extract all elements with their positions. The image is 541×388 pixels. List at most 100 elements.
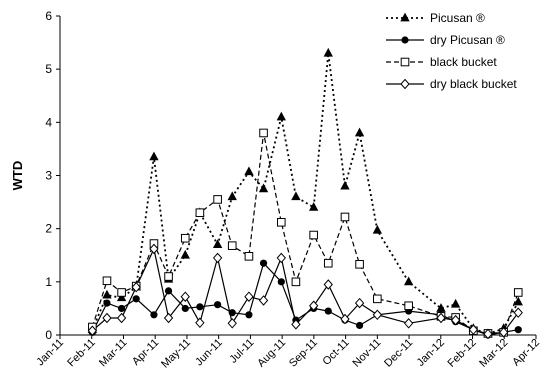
series-0-point bbox=[258, 183, 269, 193]
x-tick-label: Feb-12 bbox=[446, 337, 479, 370]
x-tick-label: Oct-11 bbox=[320, 337, 351, 368]
series-0-point bbox=[291, 191, 301, 201]
x-tick-label: Mar-12 bbox=[477, 337, 510, 370]
x-tick-label: Apr-11 bbox=[130, 337, 161, 368]
series-3-point bbox=[308, 300, 319, 312]
x-tick-label: Jan-12 bbox=[415, 337, 447, 369]
series-2-point bbox=[117, 288, 126, 297]
x-tick-label: Sep-11 bbox=[287, 337, 320, 370]
series-3-point bbox=[340, 313, 350, 325]
series-1-point bbox=[181, 304, 189, 313]
series-2-point bbox=[355, 259, 364, 269]
series-1-point bbox=[228, 309, 236, 317]
series-1-point bbox=[164, 287, 173, 295]
series-1-point bbox=[355, 321, 364, 330]
series-3-point bbox=[180, 291, 190, 302]
y-tick-label: 0 bbox=[45, 328, 52, 342]
series-3-point bbox=[116, 312, 127, 324]
legend-marker-3 bbox=[400, 78, 410, 90]
y-axis-label: WTD bbox=[10, 161, 25, 191]
series-1-point bbox=[196, 303, 204, 311]
series-3-point bbox=[513, 307, 523, 318]
series-0-point bbox=[513, 296, 523, 306]
series-2-point bbox=[180, 233, 190, 243]
series-markers bbox=[87, 47, 523, 340]
series-2-point bbox=[340, 212, 350, 222]
series-3-point bbox=[323, 279, 333, 290]
series-1-point bbox=[117, 304, 126, 313]
series-0-point bbox=[403, 276, 414, 286]
series-1-point bbox=[132, 295, 140, 303]
y-tick-label: 5 bbox=[45, 62, 52, 76]
series-0-point bbox=[372, 224, 383, 234]
series-0-point bbox=[244, 166, 254, 176]
series-0-point bbox=[340, 180, 350, 190]
series-1-point bbox=[277, 278, 285, 286]
series-3-point bbox=[403, 318, 414, 329]
series-3-point bbox=[87, 325, 98, 336]
series-3-point bbox=[498, 327, 509, 338]
y-tick-label: 4 bbox=[45, 115, 52, 129]
x-tick-label: May-11 bbox=[159, 337, 193, 371]
series-2-point bbox=[404, 301, 413, 311]
series-1-point bbox=[324, 307, 332, 315]
series-0-point bbox=[308, 202, 319, 211]
series-2-point bbox=[227, 241, 237, 250]
x-tick-label: Dec-11 bbox=[382, 337, 415, 370]
series-0-point bbox=[354, 127, 365, 137]
legend: Picusan ® dry Picusan ® black bucket dry bl… bbox=[386, 11, 517, 91]
series-2-point bbox=[309, 230, 318, 240]
series-2-point bbox=[195, 208, 205, 218]
series-3-point bbox=[244, 291, 254, 302]
x-tick-label: Nov-11 bbox=[350, 337, 383, 370]
series-1-point bbox=[259, 259, 268, 267]
series-2-point bbox=[164, 272, 173, 281]
legend-label-2: black bucket bbox=[430, 55, 497, 69]
series-2-point bbox=[323, 258, 333, 268]
series-0-point bbox=[227, 191, 237, 201]
series-0-point bbox=[102, 289, 112, 299]
legend-marker-0 bbox=[400, 12, 410, 22]
series-3-point bbox=[163, 312, 174, 324]
x-tick-label: Jul-11 bbox=[227, 337, 256, 366]
series-lines bbox=[91, 53, 520, 336]
x-tick-label: Mar-11 bbox=[97, 337, 130, 370]
series-2-point bbox=[373, 294, 382, 304]
series-3-point bbox=[195, 317, 205, 329]
legend-marker-1 bbox=[401, 36, 409, 44]
series-3-point bbox=[483, 328, 493, 340]
series-1-point bbox=[245, 311, 253, 319]
series-3-point bbox=[227, 318, 237, 329]
series-3-point bbox=[468, 324, 479, 335]
x-tick-label: Apr-12 bbox=[510, 337, 541, 369]
legend-label-1: dry Picusan ® bbox=[430, 33, 505, 47]
series-1-point bbox=[103, 299, 111, 307]
y-tick-label: 3 bbox=[45, 169, 52, 183]
series-0-point bbox=[276, 111, 286, 121]
y-tick-label: 6 bbox=[45, 9, 52, 23]
series-0-point bbox=[180, 249, 190, 259]
series-1-point bbox=[150, 311, 158, 319]
series-3-point bbox=[372, 309, 383, 321]
series-0-point bbox=[212, 239, 223, 249]
series-0-point bbox=[450, 298, 461, 308]
x-tick-label: Aug-11 bbox=[255, 337, 288, 370]
x-tick-label: Jun-11 bbox=[193, 337, 225, 369]
series-2-point bbox=[513, 288, 523, 297]
y-tick-label: 1 bbox=[45, 275, 52, 289]
series-3-point bbox=[258, 295, 269, 306]
legend-marker-2 bbox=[400, 57, 410, 67]
series-2-point bbox=[244, 252, 254, 261]
series-0-point bbox=[323, 47, 333, 57]
series-1-point bbox=[514, 326, 522, 334]
series-3-point bbox=[450, 314, 461, 326]
legend-label-0: Picusan ® bbox=[430, 11, 485, 25]
series-3-point bbox=[354, 297, 365, 309]
legend-label-3: dry black bucket bbox=[430, 77, 517, 91]
series-0-point bbox=[116, 292, 127, 302]
series-2-point bbox=[213, 195, 222, 204]
x-tick-label: Feb-11 bbox=[65, 337, 98, 370]
series-3-point bbox=[131, 281, 141, 293]
